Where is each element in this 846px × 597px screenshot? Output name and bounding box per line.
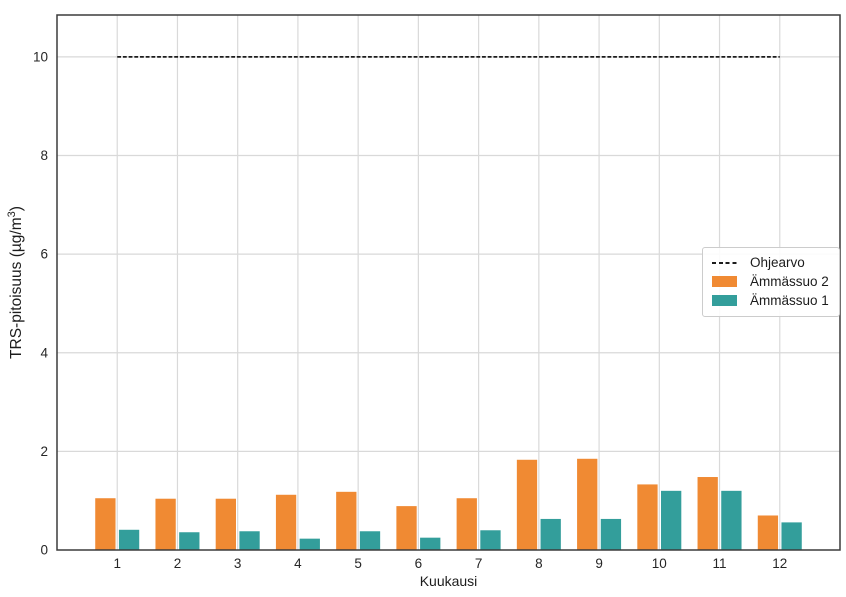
x-axis-label: Kuukausi xyxy=(420,573,478,589)
legend-label-ammassuo-1: Ämmässuo 1 xyxy=(750,293,829,308)
bar-ammassuo-2-month-7 xyxy=(456,498,477,550)
x-tick-label: 12 xyxy=(772,556,787,571)
bar-ammassuo-2-month-1 xyxy=(95,498,116,550)
x-tick-label: 8 xyxy=(535,556,543,571)
y-tick-label: 10 xyxy=(33,49,48,64)
bar-ammassuo-1-month-5 xyxy=(359,531,381,550)
bar-ammassuo-1-month-12 xyxy=(781,522,802,550)
bar-ammassuo-2-month-12 xyxy=(757,515,779,550)
plot-border xyxy=(56,14,841,551)
x-tick-label: 10 xyxy=(652,556,667,571)
bar-ammassuo-2-month-2 xyxy=(155,498,176,550)
x-tick-label: 7 xyxy=(475,556,483,571)
bar-ammassuo-1-month-9 xyxy=(600,518,622,550)
bar-ammassuo-2-month-8 xyxy=(516,459,538,550)
bar-ammassuo-2-month-4 xyxy=(275,494,297,550)
bar-ammassuo-2-month-10 xyxy=(637,484,658,550)
bar-ammassuo-1-month-7 xyxy=(480,530,501,550)
bar-ammassuo-1-month-6 xyxy=(420,537,441,550)
bar-ammassuo-2-month-11 xyxy=(697,477,718,550)
legend-item-ammassuo-2: Ämmässuo 2 xyxy=(712,272,829,291)
y-tick-label: 0 xyxy=(40,543,48,558)
dashed-line-sample-icon xyxy=(712,261,737,264)
bar-ammassuo-1-month-10 xyxy=(661,490,682,550)
bar-ammassuo-2-month-9 xyxy=(577,458,598,550)
x-tick-label: 5 xyxy=(354,556,362,571)
x-tick-label: 11 xyxy=(713,556,727,571)
legend-label-ohjearvo: Ohjearvo xyxy=(750,255,805,270)
y-axis-label: TRS-pitoisuus (µg/m3) xyxy=(6,206,25,359)
orange-swatch-icon xyxy=(712,276,737,287)
y-tick-label: 2 xyxy=(40,444,48,459)
bar-ammassuo-1-month-1 xyxy=(118,529,140,550)
chart-legend: Ohjearvo Ämmässuo 2 Ämmässuo 1 xyxy=(702,247,840,317)
x-tick-label: 3 xyxy=(234,556,242,571)
bar-ammassuo-1-month-3 xyxy=(239,531,260,550)
y-tick-label: 4 xyxy=(40,345,48,360)
x-tick-label: 6 xyxy=(415,556,423,571)
bar-ammassuo-2-month-3 xyxy=(215,498,236,550)
bar-ammassuo-1-month-8 xyxy=(540,518,561,550)
legend-item-ammassuo-1: Ämmässuo 1 xyxy=(712,291,829,310)
legend-item-ohjearvo: Ohjearvo xyxy=(712,253,829,272)
bar-ammassuo-1-month-11 xyxy=(721,490,742,550)
y-tick-label: 6 xyxy=(40,247,48,262)
bar-ammassuo-1-month-4 xyxy=(299,538,320,550)
legend-label-ammassuo-2: Ämmässuo 2 xyxy=(750,274,829,289)
x-tick-label: 1 xyxy=(113,556,121,571)
x-tick-label: 4 xyxy=(294,556,302,571)
teal-swatch-icon xyxy=(712,295,737,306)
bar-ammassuo-2-month-6 xyxy=(396,506,417,550)
x-tick-label: 9 xyxy=(595,556,603,571)
x-tick-label: 2 xyxy=(174,556,182,571)
bar-ammassuo-1-month-2 xyxy=(179,532,200,550)
bar-ammassuo-2-month-5 xyxy=(336,491,357,550)
y-tick-label: 8 xyxy=(40,148,48,163)
